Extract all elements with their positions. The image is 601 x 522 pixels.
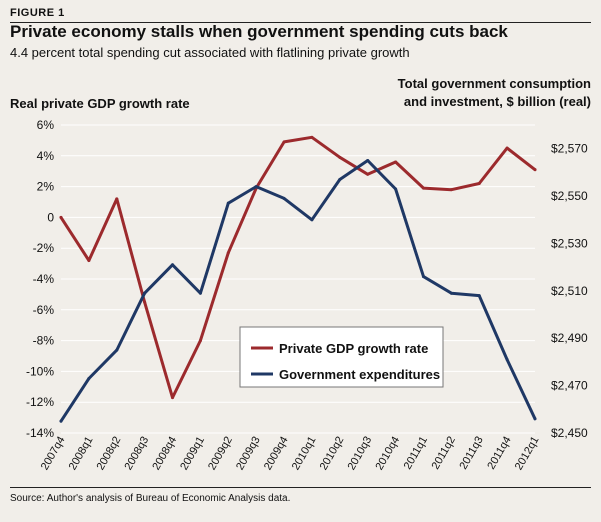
x-tick-label: 2010q1 [290,435,319,473]
gov-point [143,291,147,295]
series-line-gdp [59,135,537,400]
gov-point [282,196,286,200]
gdp-point [449,188,453,192]
gov-point [171,263,175,267]
source-note: Source: Author's analysis of Bureau of E… [10,493,291,504]
right-tick-label: $2,490 [551,331,588,345]
right-axis-ticks: $2,570 $2,550 $2,530 $2,510 $2,490 $2,470 $2,4… [551,142,588,440]
gov-point [394,187,398,191]
right-tick-label: $2,570 [551,142,588,156]
x-tick-label: 2012q1 [513,435,542,473]
gdp-point [198,339,202,343]
gov-point [198,291,202,295]
x-tick-label: 2009q4 [262,435,291,473]
gov-point [87,377,91,381]
gdp-point [394,160,398,164]
left-axis-ticks: 6% 4% 2% 0 -2% -4% -6% -8% -10% -12% -14% [26,118,54,440]
left-tick-label: 2% [37,180,55,194]
left-tick-label: -14% [26,426,54,440]
right-tick-label: $2,550 [551,189,588,203]
gov-point [254,185,258,189]
x-tick-label: 2011q3 [457,435,485,472]
gov-point [421,275,425,279]
gdp-point [421,186,425,190]
right-axis-title-line2: and investment, $ billion (real) [404,94,591,109]
legend: Private GDP growth rate Government expen… [239,326,444,388]
gov-point [59,419,63,423]
x-axis-ticks: 2007q4 2008q1 2008q2 2008q3 2008q4 2009q1 2009… [39,435,542,473]
left-tick-label: 6% [37,118,55,132]
x-tick-label: 2011q4 [485,435,513,472]
x-tick-label: 2008q4 [150,435,179,473]
x-tick-label: 2008q1 [67,435,96,473]
left-tick-label: -10% [26,364,54,378]
x-tick-label: 2011q1 [402,435,430,472]
gov-point [366,159,370,163]
gov-point [533,417,537,421]
chart-subtitle: 4.4 percent total spending cut associate… [10,45,410,60]
gdp-point [505,146,509,150]
series-line-gov [59,159,537,423]
gdp-point [59,215,63,219]
left-tick-label: 4% [37,149,55,163]
x-tick-label: 2009q3 [234,435,263,473]
gdp-point [115,197,119,201]
gdp-point [87,259,91,263]
gov-point [115,348,119,352]
gdp-point [310,135,314,139]
x-tick-label: 2010q2 [318,435,347,473]
right-tick-label: $2,530 [551,236,588,250]
gov-point [505,358,509,362]
left-tick-label: -4% [33,272,55,286]
x-tick-label: 2009q1 [178,435,207,473]
gov-point [477,294,481,298]
bottom-rule [10,487,591,488]
x-tick-label: 2009q2 [206,435,235,473]
left-tick-label: 0 [47,210,54,224]
gdp-point [533,168,537,172]
gdp-point [171,396,175,400]
left-tick-label: -8% [33,334,55,348]
legend-label-gdp: Private GDP growth rate [279,341,428,356]
right-tick-label: $2,510 [551,284,588,298]
figure-label: FIGURE 1 [10,7,65,19]
legend-label-gov: Government expenditures [279,367,440,382]
gdp-point [226,251,230,255]
gov-point [449,291,453,295]
gov-point [226,201,230,205]
legend-box [239,326,444,388]
left-axis-title: Real private GDP growth rate [10,96,190,111]
gov-point [338,177,342,181]
left-tick-label: -2% [33,241,55,255]
x-tick-label: 2011q2 [430,435,458,472]
gdp-point [282,140,286,144]
x-tick-label: 2007q4 [39,435,68,473]
top-rule [10,22,591,23]
series-lines [59,135,537,423]
x-tick-label: 2008q2 [95,435,124,473]
left-tick-label: -6% [33,303,55,317]
right-axis-title-line1: Total government consumption [398,76,591,91]
right-tick-label: $2,450 [551,426,588,440]
x-tick-label: 2010q3 [346,435,375,473]
x-tick-label: 2008q3 [122,435,151,473]
gdp-point [477,182,481,186]
chart-title: Private economy stalls when government s… [10,22,508,41]
gdp-point [143,300,147,304]
x-tick-label: 2010q4 [373,435,402,473]
left-tick-label: -12% [26,395,54,409]
gdp-point [338,155,342,159]
gov-point [310,218,314,222]
right-tick-label: $2,470 [551,379,588,393]
gdp-point [366,172,370,176]
